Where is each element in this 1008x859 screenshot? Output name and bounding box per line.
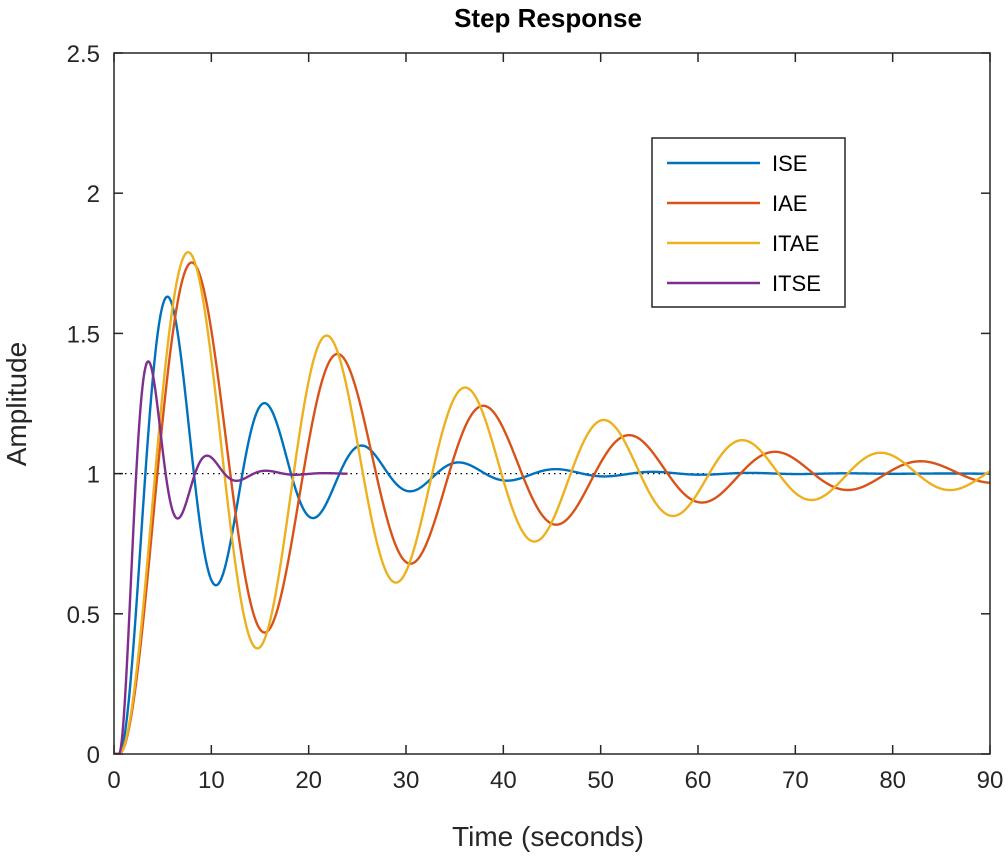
legend-label-itse: ITSE: [772, 271, 821, 296]
x-axis-label: Time (seconds): [452, 821, 644, 852]
x-tick-label: 10: [198, 767, 225, 794]
legend-label-itae: ITAE: [772, 231, 819, 256]
series-line-itse: [114, 360, 349, 754]
x-tick-label: 40: [490, 767, 517, 794]
y-tick-label: 2.5: [67, 41, 100, 68]
x-tick-label: 20: [295, 767, 322, 794]
legend: ISE IAE ITAE ITSE: [651, 137, 846, 308]
axes-frame: [113, 52, 991, 755]
x-tick-label: 0: [107, 767, 120, 794]
y-tick-label: 0.5: [67, 602, 100, 629]
y-tick-labels: 0 0.5 1 1.5 2 2.5: [67, 41, 100, 769]
x-tick-label: 80: [879, 767, 906, 794]
chart-title: Step Response: [454, 3, 642, 33]
x-tick-labels: 0 10 20 30 40 50 60 70 80 90: [107, 767, 1003, 794]
y-tick-label: 1.5: [67, 321, 100, 348]
x-tick-label: 70: [782, 767, 809, 794]
legend-box: [651, 137, 846, 308]
y-tick-label: 1: [87, 462, 100, 489]
x-tick-label: 50: [587, 767, 614, 794]
x-tick-label: 60: [685, 767, 712, 794]
series-line-ise: [114, 295, 990, 754]
series-line-itae: [114, 251, 990, 754]
y-tick-label: 0: [87, 742, 100, 769]
y-axis-label: Amplitude: [1, 342, 32, 467]
legend-label-ise: ISE: [772, 151, 807, 176]
legend-label-iae: IAE: [772, 191, 807, 216]
x-tick-label: 90: [977, 767, 1004, 794]
y-tick-label: 2: [87, 181, 100, 208]
x-tick-label: 30: [393, 767, 420, 794]
